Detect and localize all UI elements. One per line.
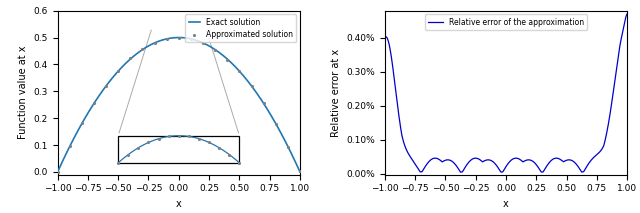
Y-axis label: Function value at x: Function value at x bbox=[18, 46, 28, 139]
Approximated solution bbox=[236, 70, 243, 73]
Relative error of the approximation bbox=[493, 164, 500, 167]
Approximated solution bbox=[150, 42, 158, 44]
Exact solution bbox=[186, 37, 193, 40]
Approximated solution bbox=[199, 42, 207, 44]
Relative error of the approximation bbox=[499, 171, 507, 173]
Approximated solution bbox=[223, 58, 231, 61]
Approximated solution bbox=[211, 49, 219, 52]
Relative error of the approximation bbox=[456, 171, 464, 173]
X-axis label: x: x bbox=[176, 199, 182, 209]
Approximated solution bbox=[187, 38, 195, 40]
Y-axis label: Relative error at x: Relative error at x bbox=[331, 49, 340, 137]
Exact solution bbox=[169, 37, 177, 39]
Approximated solution bbox=[90, 102, 98, 104]
Approximated solution bbox=[163, 37, 170, 40]
Approximated solution bbox=[139, 48, 147, 51]
Relative error of the approximation bbox=[381, 36, 388, 39]
Relative error of the approximation bbox=[616, 43, 624, 46]
Approximated solution bbox=[175, 36, 182, 39]
Legend: Exact solution, Approximated solution: Exact solution, Approximated solution bbox=[186, 14, 296, 42]
Approximated solution bbox=[66, 145, 74, 148]
Exact solution bbox=[54, 171, 61, 173]
Approximated solution bbox=[127, 57, 134, 60]
Approximated solution bbox=[115, 70, 122, 72]
Approximated solution bbox=[102, 85, 110, 87]
Bar bbox=[118, 136, 239, 163]
Approximated solution bbox=[248, 85, 255, 88]
Line: Approximated solution: Approximated solution bbox=[56, 36, 301, 174]
Relative error of the approximation bbox=[623, 13, 631, 15]
Approximated solution bbox=[284, 146, 292, 148]
Relative error of the approximation bbox=[572, 162, 580, 165]
X-axis label: x: x bbox=[503, 199, 509, 209]
Exact solution bbox=[175, 36, 182, 39]
Approximated solution bbox=[260, 102, 268, 105]
Exact solution bbox=[291, 159, 298, 162]
Approximated solution bbox=[54, 170, 61, 173]
Approximated solution bbox=[78, 122, 86, 125]
Exact solution bbox=[253, 92, 260, 94]
Legend: Relative error of the approximation: Relative error of the approximation bbox=[425, 14, 588, 30]
Approximated solution bbox=[272, 123, 280, 125]
Line: Relative error of the approximation: Relative error of the approximation bbox=[385, 14, 627, 172]
Exact solution bbox=[198, 41, 206, 44]
Exact solution bbox=[170, 36, 178, 39]
Relative error of the approximation bbox=[394, 101, 401, 104]
Line: Exact solution: Exact solution bbox=[58, 37, 300, 172]
Exact solution bbox=[296, 171, 304, 173]
Relative error of the approximation bbox=[616, 42, 624, 45]
Approximated solution bbox=[296, 170, 304, 173]
